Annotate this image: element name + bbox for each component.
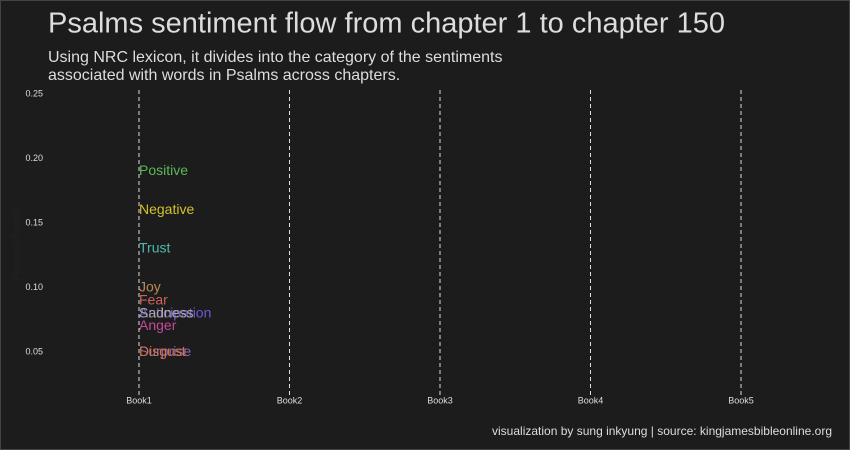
x-tick-label: Book4 <box>578 395 604 405</box>
x-tick-label: Book2 <box>277 395 303 405</box>
y-tick-label: 0.25 <box>25 88 43 98</box>
caption: visualization by sung inkyung | source: … <box>492 424 832 438</box>
sentiment-label: Joy <box>139 278 161 294</box>
sentiment-label: Sadness <box>139 304 193 320</box>
subtitle: associated with words in Psalms across c… <box>48 67 400 84</box>
sentiment-label: Anger <box>139 317 177 333</box>
x-tick-label: Book5 <box>728 395 754 405</box>
sentiment-label: Surprise <box>139 343 191 359</box>
y-tick-label: 0.20 <box>25 153 43 163</box>
x-tick-label: Book3 <box>427 395 453 405</box>
y-tick-label: 0.10 <box>25 282 43 292</box>
y-tick-label: 0.05 <box>25 347 43 357</box>
chart-title: Psalms sentiment flow from chapter 1 to … <box>48 8 725 40</box>
sentiment-label: Fear <box>139 291 168 307</box>
x-tick-label: Book1 <box>126 395 152 405</box>
sentiment-label: Negative <box>139 201 194 217</box>
subtitle: Using NRC lexicon, it divides into the c… <box>48 49 502 66</box>
sentiment-label: Trust <box>139 240 170 256</box>
y-axis-label: Percent of words <box>12 205 23 280</box>
y-tick-label: 0.15 <box>25 217 43 227</box>
sentiment-label: Anticipation <box>139 304 211 320</box>
sentiment-label: Positive <box>139 162 188 178</box>
sentiment-label: Disgust <box>139 343 186 359</box>
